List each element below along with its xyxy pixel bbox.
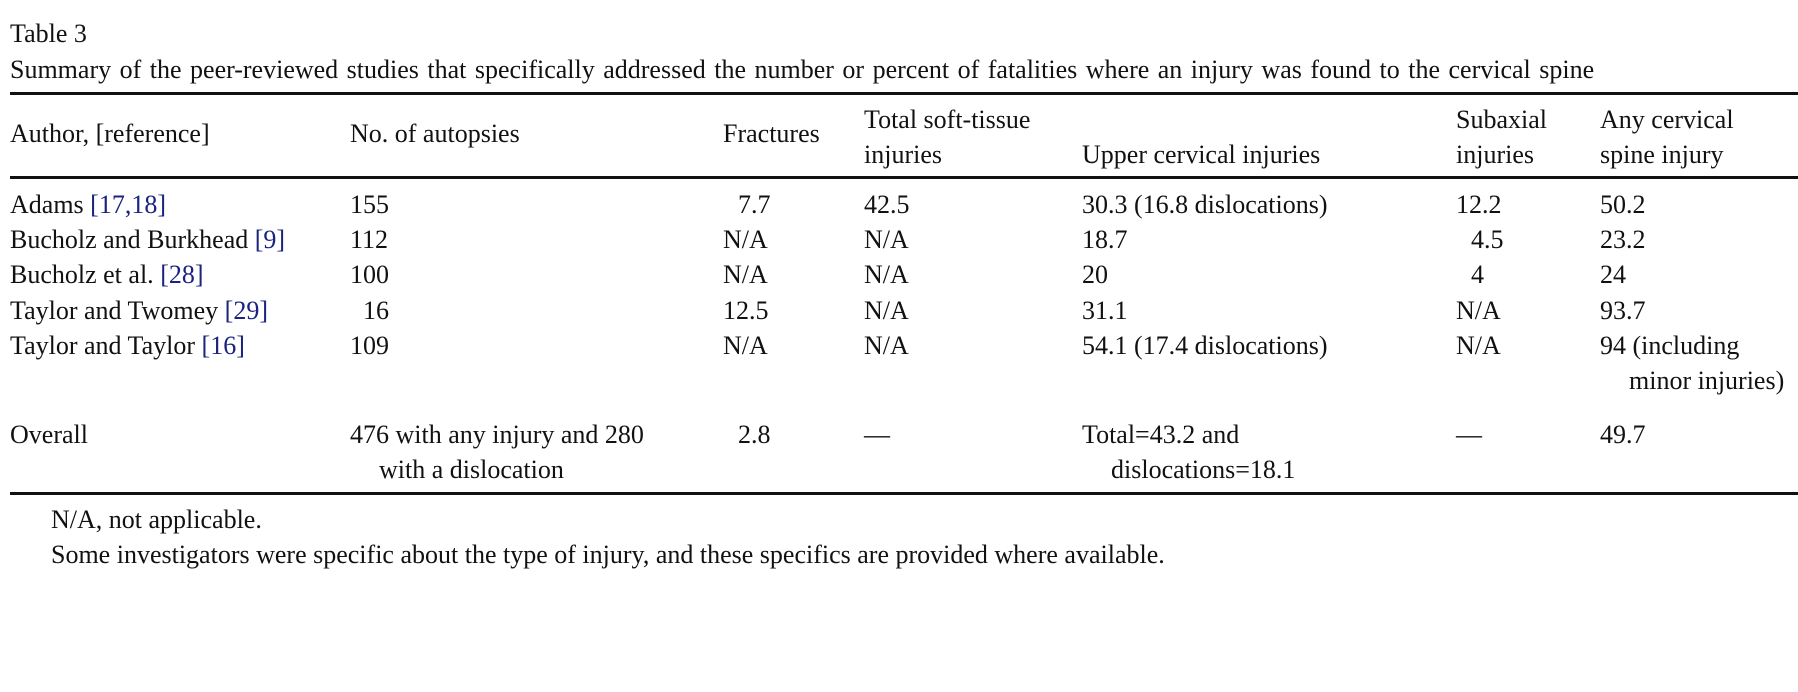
reference-link[interactable]: [28] — [160, 260, 204, 289]
cell-upper-cervical: 30.3 (16.8 dislocations) — [1082, 190, 1328, 219]
author-name: Adams — [10, 190, 91, 219]
cell-fractures: N/A — [723, 260, 768, 289]
footnote-na: N/A, not applicable. — [51, 505, 262, 534]
cell-soft-tissue: — — [864, 420, 890, 449]
author-name: Taylor and Taylor — [10, 331, 202, 360]
cell-soft-tissue: N/A — [864, 260, 909, 289]
reference-link[interactable]: [29] — [224, 296, 268, 325]
header-autopsies: No. of autopsies — [350, 119, 520, 148]
cell-autopsies: 476 with any injury and 280 with a dislo… — [350, 420, 644, 484]
cell-author: Taylor and Twomey [29] — [10, 293, 268, 328]
cell-upper-cervical: Total=43.2 and dislocations=18.1 — [1082, 420, 1296, 484]
cell-subaxial: 4 — [1471, 260, 1484, 289]
cell-autopsies: 112 — [350, 225, 389, 254]
reference-link[interactable]: [17,18] — [90, 190, 166, 219]
header-any-cervical: Any cervical spine injury — [1600, 105, 1734, 169]
cell-autopsies: 109 — [350, 331, 389, 360]
author-name: Bucholz et al. — [10, 260, 161, 289]
header-subaxial: Subaxial injuries — [1456, 105, 1547, 169]
cell-subaxial: 12.2 — [1456, 190, 1502, 219]
author-name: Taylor and Twomey — [10, 296, 225, 325]
author-name: Bucholz and Burkhead — [10, 225, 255, 254]
cell-soft-tissue: N/A — [864, 296, 909, 325]
cell-subaxial: — — [1456, 420, 1482, 449]
table-header-rule — [10, 176, 1798, 179]
cell-subaxial: 4.5 — [1471, 225, 1504, 254]
cell-soft-tissue: N/A — [864, 225, 909, 254]
table-bottom-rule — [10, 492, 1798, 495]
cell-any-cervical: 93.7 — [1600, 296, 1646, 325]
cell-autopsies: 16 — [363, 296, 389, 325]
cell-any-cervical: 24 — [1600, 260, 1626, 289]
table-label: Table 3 — [10, 19, 87, 48]
header-author: Author, [reference] — [10, 119, 210, 148]
header-fractures: Fractures — [723, 119, 820, 148]
cell-any-cervical: 49.7 — [1600, 420, 1646, 449]
footnote-specifics: Some investigators were specific about t… — [51, 540, 1165, 569]
cell-autopsies: 100 — [350, 260, 389, 289]
cell-soft-tissue: N/A — [864, 331, 909, 360]
cell-upper-cervical: 31.1 — [1082, 296, 1128, 325]
cell-any-cervical: 50.2 — [1600, 190, 1646, 219]
cell-fractures: 7.7 — [738, 190, 771, 219]
header-soft-tissue: Total soft-tissue injuries — [864, 105, 1031, 169]
cell-subaxial: N/A — [1456, 331, 1501, 360]
header-upper-cervical: Upper cervical injuries — [1082, 140, 1321, 169]
cell-any-cervical: 94 (including minor injuries) — [1600, 331, 1785, 395]
cell-soft-tissue: 42.5 — [864, 190, 910, 219]
reference-link[interactable]: [9] — [254, 225, 286, 254]
cell-author: Bucholz and Burkhead [9] — [10, 222, 285, 257]
cell-author: Overall — [10, 420, 88, 449]
cell-author: Bucholz et al. [28] — [10, 257, 204, 292]
table-caption: Summary of the peer-reviewed studies tha… — [10, 55, 1595, 84]
cell-fractures: N/A — [723, 225, 768, 254]
cell-any-cervical: 23.2 — [1600, 225, 1646, 254]
cell-upper-cervical: 54.1 (17.4 dislocations) — [1082, 331, 1328, 360]
cell-fractures: 2.8 — [738, 420, 771, 449]
cell-autopsies: 155 — [350, 190, 389, 219]
cell-fractures: 12.5 — [723, 296, 769, 325]
table-top-rule — [10, 92, 1798, 95]
cell-author: Taylor and Taylor [16] — [10, 328, 245, 363]
cell-subaxial: N/A — [1456, 296, 1501, 325]
cell-author: Adams [17,18] — [10, 187, 166, 222]
cell-fractures: N/A — [723, 331, 768, 360]
cell-upper-cervical: 18.7 — [1082, 225, 1128, 254]
cell-upper-cervical: 20 — [1082, 260, 1108, 289]
reference-link[interactable]: [16] — [201, 331, 245, 360]
